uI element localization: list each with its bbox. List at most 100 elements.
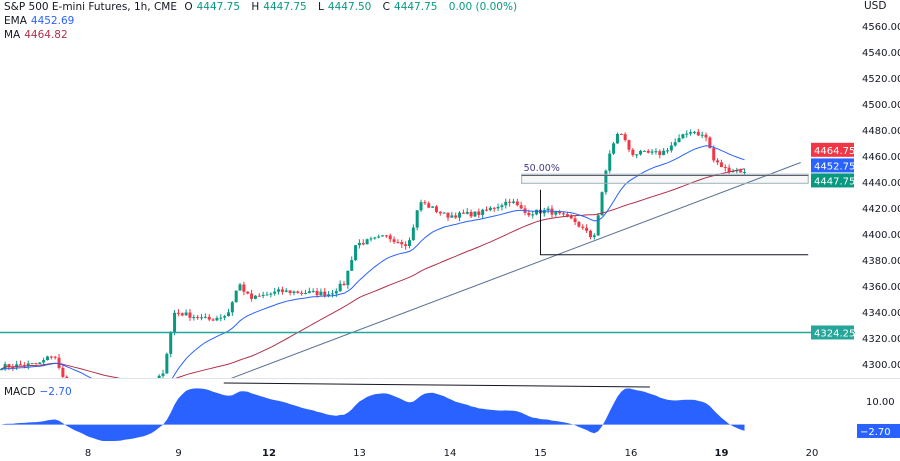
candle-body (573, 218, 577, 223)
candle-body (361, 242, 365, 245)
candle-body (554, 211, 558, 215)
candle-body (219, 317, 223, 319)
candle-body (323, 291, 327, 296)
ma-value: 4464.82 (24, 29, 68, 41)
candle-body (346, 270, 350, 286)
level-badge: 4324.25 (814, 328, 855, 339)
candle-body (562, 213, 566, 215)
candle-body (119, 401, 122, 402)
y-tick-label: 4480.00 (862, 126, 900, 137)
candle-body (388, 235, 392, 240)
candle-body (69, 382, 72, 383)
candle-body (373, 237, 377, 239)
candle-body (284, 290, 288, 292)
macd-badge: −2.70 (860, 427, 891, 438)
candle-body (242, 284, 246, 292)
candle-body (681, 134, 685, 139)
high-label: H (251, 1, 260, 13)
ema-legend[interactable]: EMA 4452.69 (4, 15, 78, 27)
candle-body (100, 401, 103, 402)
candle-body (192, 317, 196, 319)
ema-line (1, 145, 745, 378)
candle-body (338, 283, 342, 292)
candle-body (304, 293, 308, 295)
candle-body (173, 312, 177, 333)
candle-body (246, 291, 250, 294)
price-badge: 4464.75 (814, 146, 855, 157)
candle-body (77, 386, 80, 387)
candle-body (188, 312, 192, 318)
candle-body (131, 400, 134, 401)
candle-body (481, 209, 485, 215)
y-tick-label: 4360.00 (862, 282, 900, 293)
candle-body (716, 160, 720, 163)
candle-body (334, 291, 338, 294)
candle-body (719, 162, 723, 168)
high-value: 4447.75 (263, 1, 307, 13)
candle-body (689, 132, 693, 134)
candle-body (57, 357, 61, 368)
candle-body (223, 316, 227, 318)
candle-body (84, 390, 87, 396)
candle-body (88, 396, 91, 397)
y-tick-label: 4500.00 (862, 100, 900, 111)
candle-body (96, 397, 99, 401)
candle-body (407, 240, 411, 246)
price-badge: 4447.75 (814, 176, 855, 187)
candle-body (396, 241, 400, 243)
candle-body (504, 201, 508, 206)
macd-legend[interactable]: MACD −2.70 (4, 386, 76, 398)
candle-body (727, 167, 731, 172)
candle-body (627, 140, 631, 150)
candle-body (365, 239, 369, 245)
x-tick-label: 16 (625, 448, 638, 459)
candle-body (427, 203, 431, 208)
ma-legend[interactable]: MA 4464.82 (4, 29, 72, 41)
y-tick-label: 4340.00 (862, 308, 900, 319)
candle-body (619, 133, 623, 135)
candle-body (700, 134, 704, 136)
y-tick-label: 4400.00 (862, 230, 900, 241)
candle-body (446, 212, 450, 218)
candle-body (642, 150, 646, 152)
macd-label: MACD (4, 386, 36, 398)
ma-line (1, 168, 745, 378)
ma-label: MA (4, 29, 21, 41)
candle-body (138, 398, 141, 399)
candle-body (11, 367, 15, 369)
candle-body (234, 290, 238, 303)
candle-body (411, 227, 415, 241)
candle-body (685, 133, 689, 135)
candle-body (577, 222, 581, 227)
low-label: L (318, 1, 324, 13)
candle-body (461, 212, 465, 214)
candle-body (511, 201, 515, 203)
y-tick-label: 4540.00 (862, 48, 900, 59)
price-badge-bg (811, 173, 854, 188)
candle-body (639, 150, 643, 155)
candle-body (404, 244, 408, 246)
candle-body (203, 316, 207, 318)
fib-zone (521, 173, 809, 184)
candle-body (230, 302, 234, 313)
price-badge-bg (811, 158, 854, 173)
candle-body (280, 289, 284, 292)
candle-body (631, 149, 635, 155)
candle-body (253, 295, 257, 299)
candle-body (169, 332, 173, 354)
candle-body (292, 291, 296, 294)
candle-body (53, 356, 57, 358)
x-tick-label: 13 (353, 448, 366, 459)
candle-body (739, 170, 743, 173)
candle-body (608, 153, 612, 171)
candle-body (392, 239, 396, 242)
candle-body (438, 211, 442, 214)
x-tick-label: 20 (806, 448, 819, 459)
candle-body (558, 211, 562, 214)
candle-body (157, 375, 161, 378)
candle-body (30, 363, 34, 365)
candle-body (431, 206, 435, 208)
candle-body (307, 291, 311, 294)
candle-body (658, 151, 662, 155)
